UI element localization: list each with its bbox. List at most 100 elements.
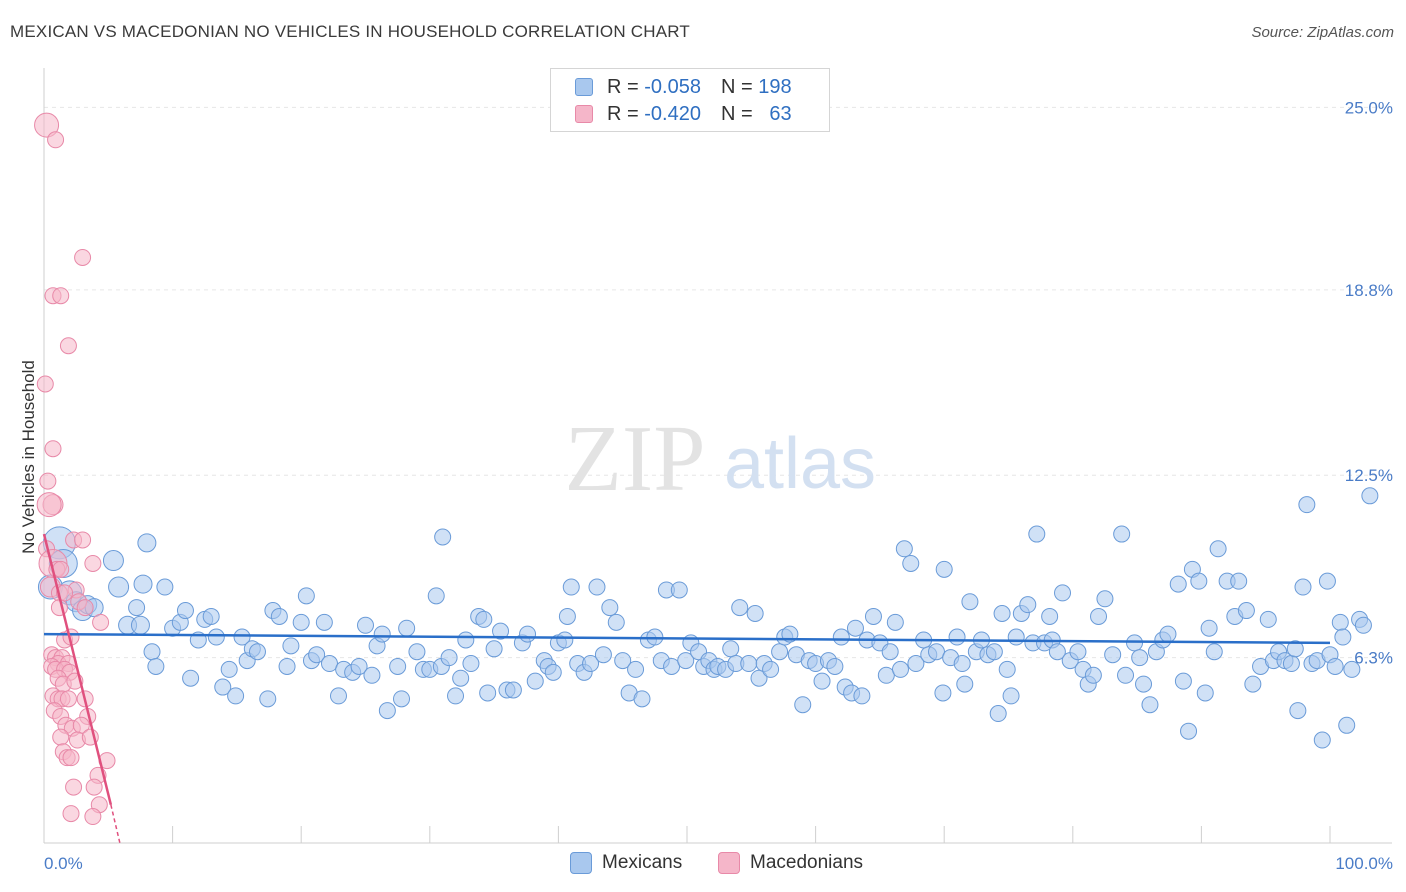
y-tick-label-2: 18.8% bbox=[1345, 281, 1393, 300]
legend-swatch-mexicans bbox=[575, 78, 593, 96]
mexicans-point-13 bbox=[130, 615, 150, 635]
chart-title: MEXICAN VS MACEDONIAN NO VEHICLES IN HOU… bbox=[10, 22, 690, 41]
mexicans-point-187 bbox=[1169, 575, 1187, 593]
macedonians-point-23 bbox=[76, 599, 94, 617]
mexicans-point-188 bbox=[1174, 672, 1192, 690]
mexicans-point-127 bbox=[832, 628, 850, 646]
mexicans-point-189 bbox=[1180, 722, 1198, 740]
mexicans-point-43 bbox=[320, 655, 338, 673]
macedonians-point-25 bbox=[92, 613, 110, 631]
bottom-legend-mexicans: Mexicans bbox=[570, 852, 682, 874]
mexicans-point-83 bbox=[562, 578, 580, 596]
macedonians-point-0 bbox=[34, 112, 60, 138]
mexicans-point-220 bbox=[1343, 660, 1361, 678]
mexicans-point-136 bbox=[881, 643, 899, 661]
mexicans-point-99 bbox=[663, 657, 681, 675]
mexicans-point-8 bbox=[102, 550, 124, 572]
bottom-legend-label-macedonians: Macedonians bbox=[750, 852, 864, 873]
y-tick-label-3: 25.0% bbox=[1345, 98, 1393, 117]
axes bbox=[43, 68, 1392, 844]
mexicans-point-48 bbox=[357, 616, 374, 634]
mexicans-point-69 bbox=[479, 684, 497, 702]
mexicans-point-145 bbox=[934, 684, 952, 702]
macedonians-point-2 bbox=[74, 248, 92, 266]
y-axis-label: No Vehicles in Household bbox=[19, 360, 38, 554]
mexicans-point-222 bbox=[1354, 616, 1372, 634]
mexicans-points bbox=[37, 487, 1379, 749]
mexicans-point-156 bbox=[989, 705, 1007, 723]
mexicans-point-61 bbox=[434, 528, 452, 546]
mexicans-point-176 bbox=[1096, 590, 1114, 608]
legend-n-label: N = bbox=[720, 75, 753, 98]
mexicans-point-90 bbox=[607, 613, 625, 631]
mexicans-point-14 bbox=[137, 533, 157, 553]
mexicans-point-113 bbox=[746, 605, 764, 622]
mexicans-point-181 bbox=[1131, 649, 1149, 667]
mexicans-point-171 bbox=[1069, 643, 1087, 661]
macedonians-trend-line bbox=[42, 533, 113, 806]
mexicans-trend-line bbox=[43, 632, 1331, 645]
mexicans-point-144 bbox=[927, 643, 945, 661]
mexicans-point-55 bbox=[398, 619, 416, 637]
mexicans-point-217 bbox=[1331, 613, 1349, 631]
mexicans-point-195 bbox=[1209, 540, 1227, 558]
mexicans-point-54 bbox=[393, 690, 411, 708]
mexicans-point-140 bbox=[902, 554, 920, 572]
mexicans-point-223 bbox=[1361, 487, 1379, 505]
macedonians-point-12 bbox=[74, 531, 92, 549]
mexicans-point-112 bbox=[740, 655, 758, 673]
mexicans-point-157 bbox=[993, 605, 1011, 622]
mexicans-point-183 bbox=[1141, 696, 1159, 714]
mexicans-point-33 bbox=[259, 690, 277, 708]
mexicans-point-151 bbox=[961, 593, 979, 611]
mexicans-point-29 bbox=[233, 628, 251, 646]
x-tick-labels: 0.0% 100.0% bbox=[44, 854, 1393, 873]
mexicans-point-155 bbox=[985, 643, 1003, 661]
mexicans-point-62 bbox=[440, 649, 458, 667]
bottom-legend-swatch-mexicans bbox=[570, 852, 592, 874]
correlation-legend: R = -0.058 N = 198 R = -0.420 N = 63 bbox=[550, 68, 830, 132]
mexicans-point-168 bbox=[1048, 643, 1066, 661]
mexicans-point-116 bbox=[762, 660, 780, 678]
bottom-legend-macedonians: Macedonians bbox=[718, 852, 863, 874]
mexicans-point-182 bbox=[1135, 675, 1153, 693]
macedonians-point-7 bbox=[44, 440, 62, 458]
mexicans-point-159 bbox=[1002, 687, 1020, 705]
mexicans-point-88 bbox=[594, 646, 612, 664]
macedonians-point-62 bbox=[62, 805, 80, 823]
mexicans-point-79 bbox=[544, 663, 562, 681]
mexicans-point-52 bbox=[378, 702, 396, 720]
mexicans-point-162 bbox=[1019, 596, 1037, 614]
mexicans-point-28 bbox=[227, 687, 245, 705]
mexicans-point-38 bbox=[292, 613, 310, 631]
legend-row-macedonians: R = -0.420 N = 63 bbox=[575, 102, 792, 126]
macedonians-point-1 bbox=[47, 131, 65, 149]
y-tick-labels: 6.3% 12.5% 18.8% 25.0% bbox=[1345, 98, 1393, 667]
mexicans-point-89 bbox=[601, 599, 619, 617]
macedonians-point-10 bbox=[36, 492, 62, 518]
mexicans-point-202 bbox=[1259, 610, 1277, 628]
mexicans-point-11 bbox=[128, 599, 146, 617]
mexicans-point-16 bbox=[147, 657, 165, 675]
mexicans-point-219 bbox=[1338, 716, 1356, 734]
mexicans-point-87 bbox=[588, 578, 606, 596]
mexicans-point-179 bbox=[1117, 666, 1135, 684]
macedonians-point-63 bbox=[84, 808, 102, 826]
mexicans-point-148 bbox=[948, 628, 966, 646]
mexicans-point-169 bbox=[1054, 584, 1072, 602]
legend-n-value-mexicans: 198 bbox=[758, 75, 792, 98]
watermark: ZIP atlas bbox=[565, 407, 877, 511]
mexicans-point-75 bbox=[519, 625, 537, 643]
chart-source: Source: ZipAtlas.com bbox=[1251, 24, 1394, 41]
macedonians-point-4 bbox=[52, 287, 70, 305]
legend-n-label: N = bbox=[720, 102, 753, 125]
macedonians-point-51 bbox=[52, 728, 70, 746]
mexicans-point-111 bbox=[731, 599, 749, 617]
mexicans-point-218 bbox=[1334, 628, 1352, 646]
y-tick-label-1: 12.5% bbox=[1345, 466, 1393, 485]
mexicans-point-39 bbox=[297, 587, 315, 605]
mexicans-point-21 bbox=[182, 669, 200, 687]
macedonians-point-60 bbox=[85, 778, 103, 796]
mexicans-point-160 bbox=[1007, 628, 1025, 646]
